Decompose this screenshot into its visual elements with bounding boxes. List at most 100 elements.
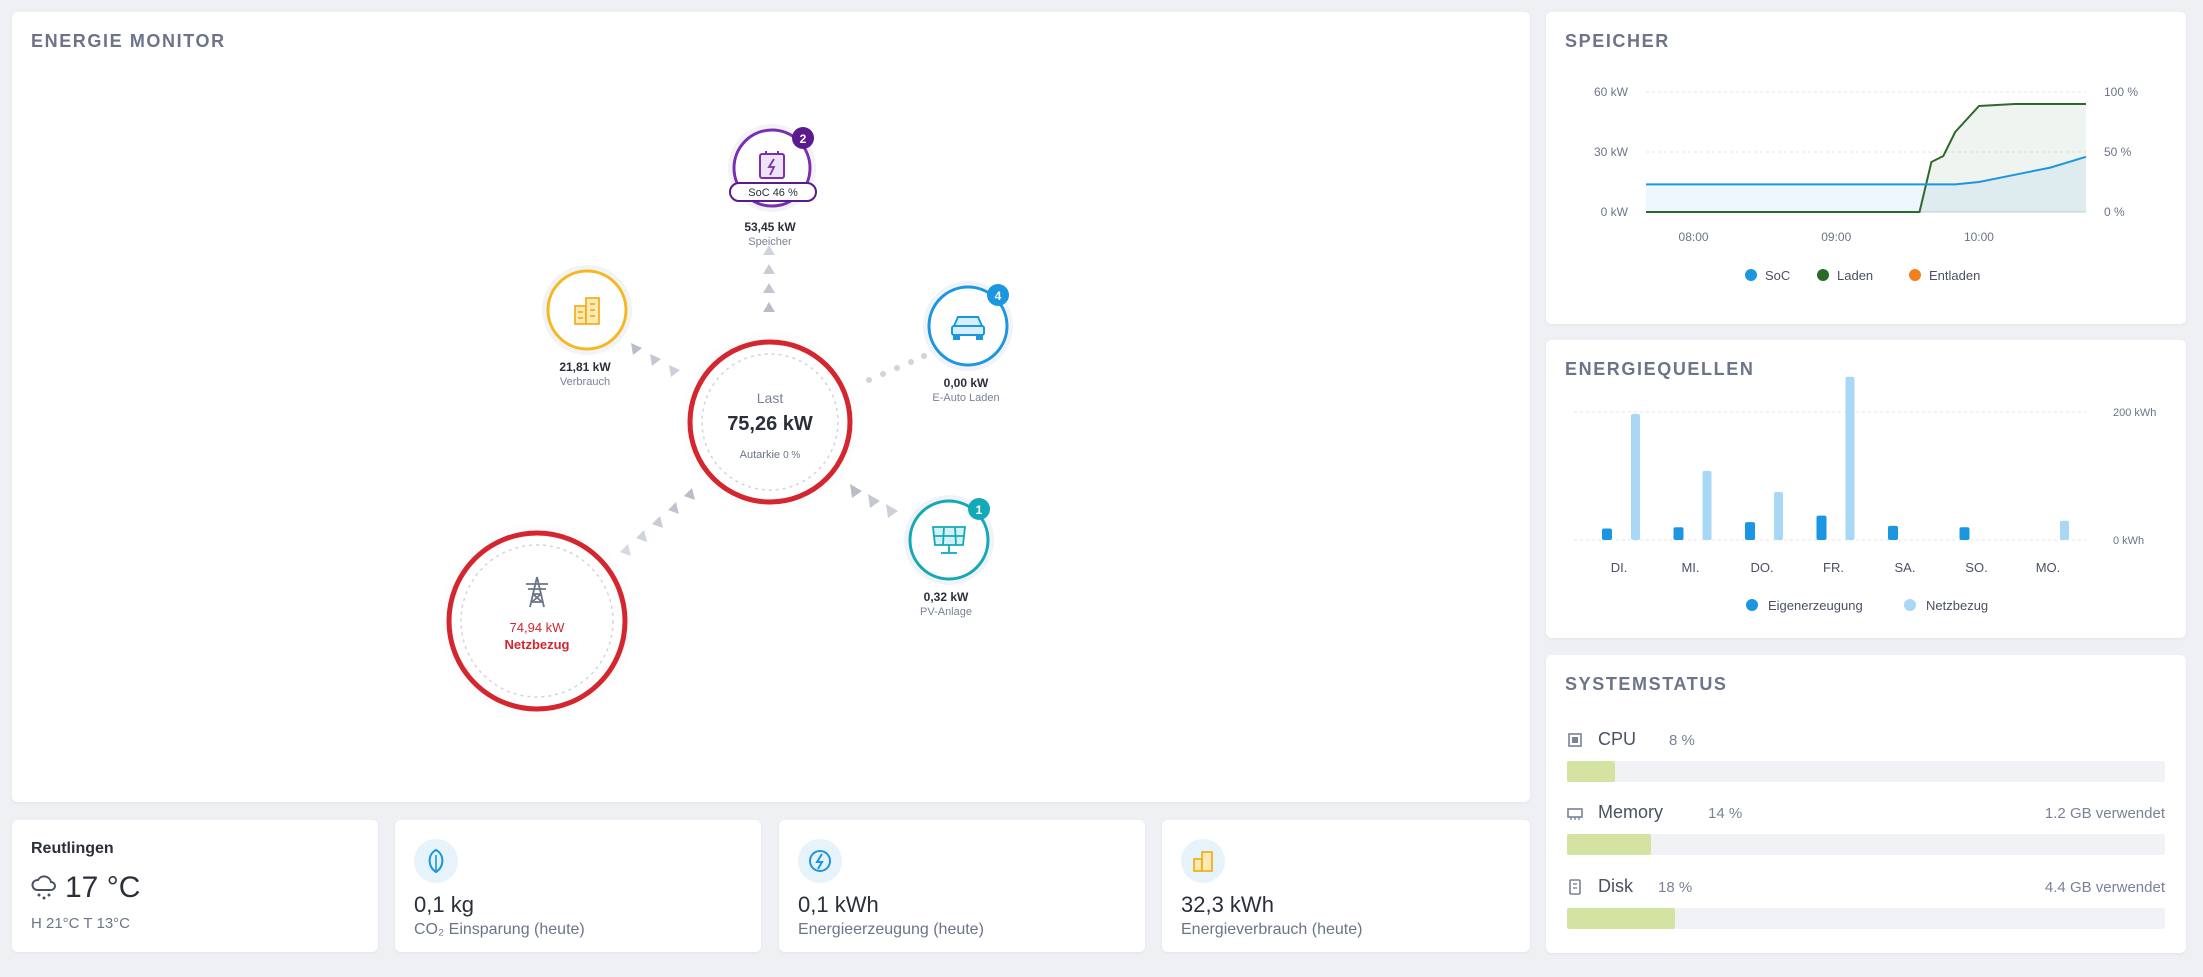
center-load-label: Last: [757, 390, 784, 406]
speicher-y-right-tick: 50 %: [2104, 145, 2132, 159]
eigenerzeugung-bar: [1602, 528, 1612, 540]
car-icon: [951, 316, 985, 340]
quellen-x-tick: DO.: [1750, 560, 1773, 575]
disk-percent: 18 %: [1658, 879, 1693, 896]
co2-label: CO₂ Einsparung (heute): [414, 921, 585, 938]
erzeugung-label: Energieerzeugung (heute): [798, 921, 984, 938]
quellen-x-tick: MI.: [1681, 560, 1699, 575]
quellen-x-tick: DI.: [1611, 560, 1628, 575]
disk-bar-track: [1567, 908, 2165, 929]
energiequellen-chart-card: ENERGIEQUELLEN 200 kWh 0 kWh DI. MI. DO. FR. S…: [1546, 340, 2186, 638]
speicher-x-tick: 08:00: [1679, 230, 1709, 244]
speicher-legend-dot: [1817, 269, 1829, 281]
laden-line: [1646, 103, 2086, 213]
solar-panel-icon: [931, 526, 967, 554]
speicher-node[interactable]: SoC 46 % 2 53,45 kW Speicher: [728, 124, 817, 248]
erzeugung-value: 0,1 kWh: [798, 892, 879, 917]
co2-tile: 0,1 kg CO₂ Einsparung (heute): [395, 820, 761, 952]
speicher-legend-label: Entladen: [1929, 268, 1980, 283]
energiequellen-bar-chart: 200 kWh 0 kWh DI. MI. DO. FR. SA. SO. MO. Eigener…: [1574, 376, 2156, 613]
autarkie-label: Autarkie: [740, 449, 780, 461]
quellen-x-tick: FR.: [1823, 560, 1844, 575]
disk-bar-fill: [1567, 908, 1675, 929]
quellen-y-tick: 200 kWh: [2113, 407, 2156, 419]
netzbezug-bar: [1774, 492, 1783, 540]
systemstatus-card: SYSTEMSTATUS CPU 8 % Memory 14 % 1.2 GB …: [1546, 655, 2186, 953]
cpu-bar-track: [1567, 761, 2165, 782]
power-pylon-icon: [526, 576, 548, 608]
soc-pill-text: SoC 46 %: [748, 187, 798, 199]
netzbezug-bar: [1845, 376, 1855, 540]
quellen-x-tick: SA.: [1895, 560, 1916, 575]
speicher-x-tick: 10:00: [1964, 230, 1994, 244]
quellen-legend-dot: [1904, 599, 1916, 611]
speicher-chart-card: SPEICHER 60 kW 30 kW 0 kW 100 % 50 % 0 % 08:00…: [1546, 12, 2186, 324]
cpu-percent: 8 %: [1669, 732, 1695, 749]
speicher-value: 53,45 kW: [744, 220, 796, 234]
soc-line: [1646, 155, 2087, 186]
snow-cloud-icon: [31, 875, 56, 900]
cpu-bar-fill: [1567, 761, 1615, 782]
netz-node[interactable]: 74,94 kW Netzbezug: [437, 521, 637, 721]
eauto-badge-text: 4: [995, 289, 1002, 303]
leaf-icon: [414, 839, 458, 883]
quellen-legend-dot: [1746, 599, 1758, 611]
speicher-label: Speicher: [748, 236, 792, 248]
energy-monitor-title: ENERGIE MONITOR: [31, 31, 226, 51]
quellen-legend-label: Netzbezug: [1926, 598, 1988, 613]
laden-area: [1646, 104, 2086, 212]
eigenerzeugung-bar: [1673, 527, 1684, 540]
netzbezug-bar: [1631, 413, 1640, 540]
system-row-disk: Disk 18 % 4.4 GB verwendet: [1567, 876, 2165, 936]
speicher-legend-dot: [1909, 269, 1921, 281]
speicher-badge-text: 2: [800, 132, 807, 146]
eigenerzeugung-bar: [1888, 525, 1898, 540]
pv-badge: [968, 498, 990, 520]
system-row-memory: Memory 14 % 1.2 GB verwendet: [1567, 802, 2165, 862]
netzbezug-bar: [1702, 470, 1712, 540]
verbrauch-node[interactable]: 21,81 kW Verbrauch: [542, 265, 632, 388]
eigenerzeugung-bar: [1816, 515, 1827, 540]
battery-icon: [759, 151, 785, 179]
erzeugung-tile: 0,1 kWh Energieerzeugung (heute): [779, 820, 1145, 952]
quellen-y-tick: 0 kWh: [2113, 535, 2144, 547]
system-row-cpu: CPU 8 %: [1567, 729, 2165, 789]
netz-value: 74,94 kW: [510, 620, 566, 635]
memory-used: 1.2 GB verwendet: [2044, 805, 2165, 822]
weather-tile: Reutlingen 17 °C H 21°C T 13°C: [12, 820, 378, 952]
quellen-legend-label: Eigenerzeugung: [1768, 598, 1863, 613]
autarkie-value: 0 %: [783, 450, 800, 461]
pv-node[interactable]: 1 0,32 kW PV-Anlage: [904, 495, 994, 618]
cpu-icon: [1568, 733, 1582, 747]
soc-pill: [729, 182, 817, 202]
netzbezug-bar: [2060, 520, 2069, 540]
building-icon: [574, 297, 600, 325]
flow-arrows-speicher: [763, 245, 775, 312]
speicher-legend-label: Laden: [1837, 268, 1873, 283]
flow-arrows-eauto: [866, 353, 927, 383]
center-load-value: 75,26 kW: [727, 413, 813, 435]
disk-label: Disk: [1598, 876, 1633, 896]
speicher-chart-title: SPEICHER: [1565, 31, 1670, 51]
memory-icon: [1567, 808, 1583, 820]
memory-percent: 14 %: [1708, 805, 1743, 822]
verbrauch-label: Verbrauch: [560, 376, 610, 388]
cpu-label: CPU: [1598, 729, 1637, 749]
speicher-y-left-tick: 60 kW: [1594, 85, 1629, 99]
speicher-y-left-tick: 30 kW: [1594, 145, 1629, 159]
bolt-icon: [798, 839, 842, 883]
weather-temp: 17 °C: [65, 871, 141, 904]
verbrauch-value: 21,81 kW: [559, 360, 611, 374]
building-icon: [1181, 839, 1225, 883]
systemstatus-title: SYSTEMSTATUS: [1565, 674, 1728, 694]
speicher-legend-label: SoC: [1765, 268, 1790, 283]
co2-value: 0,1 kg: [414, 892, 474, 917]
energiequellen-chart-title: ENERGIEQUELLEN: [1565, 359, 1755, 379]
eauto-badge: [987, 284, 1009, 306]
eauto-value: 0,00 kW: [944, 376, 989, 390]
speicher-y-right-tick: 100 %: [2104, 85, 2138, 99]
eauto-node[interactable]: 4 0,00 kW E-Auto Laden: [923, 281, 1013, 404]
pv-badge-text: 1: [976, 503, 983, 517]
eigenerzeugung-bar: [1959, 527, 1970, 540]
speicher-y-right-tick: 0 %: [2104, 205, 2125, 219]
